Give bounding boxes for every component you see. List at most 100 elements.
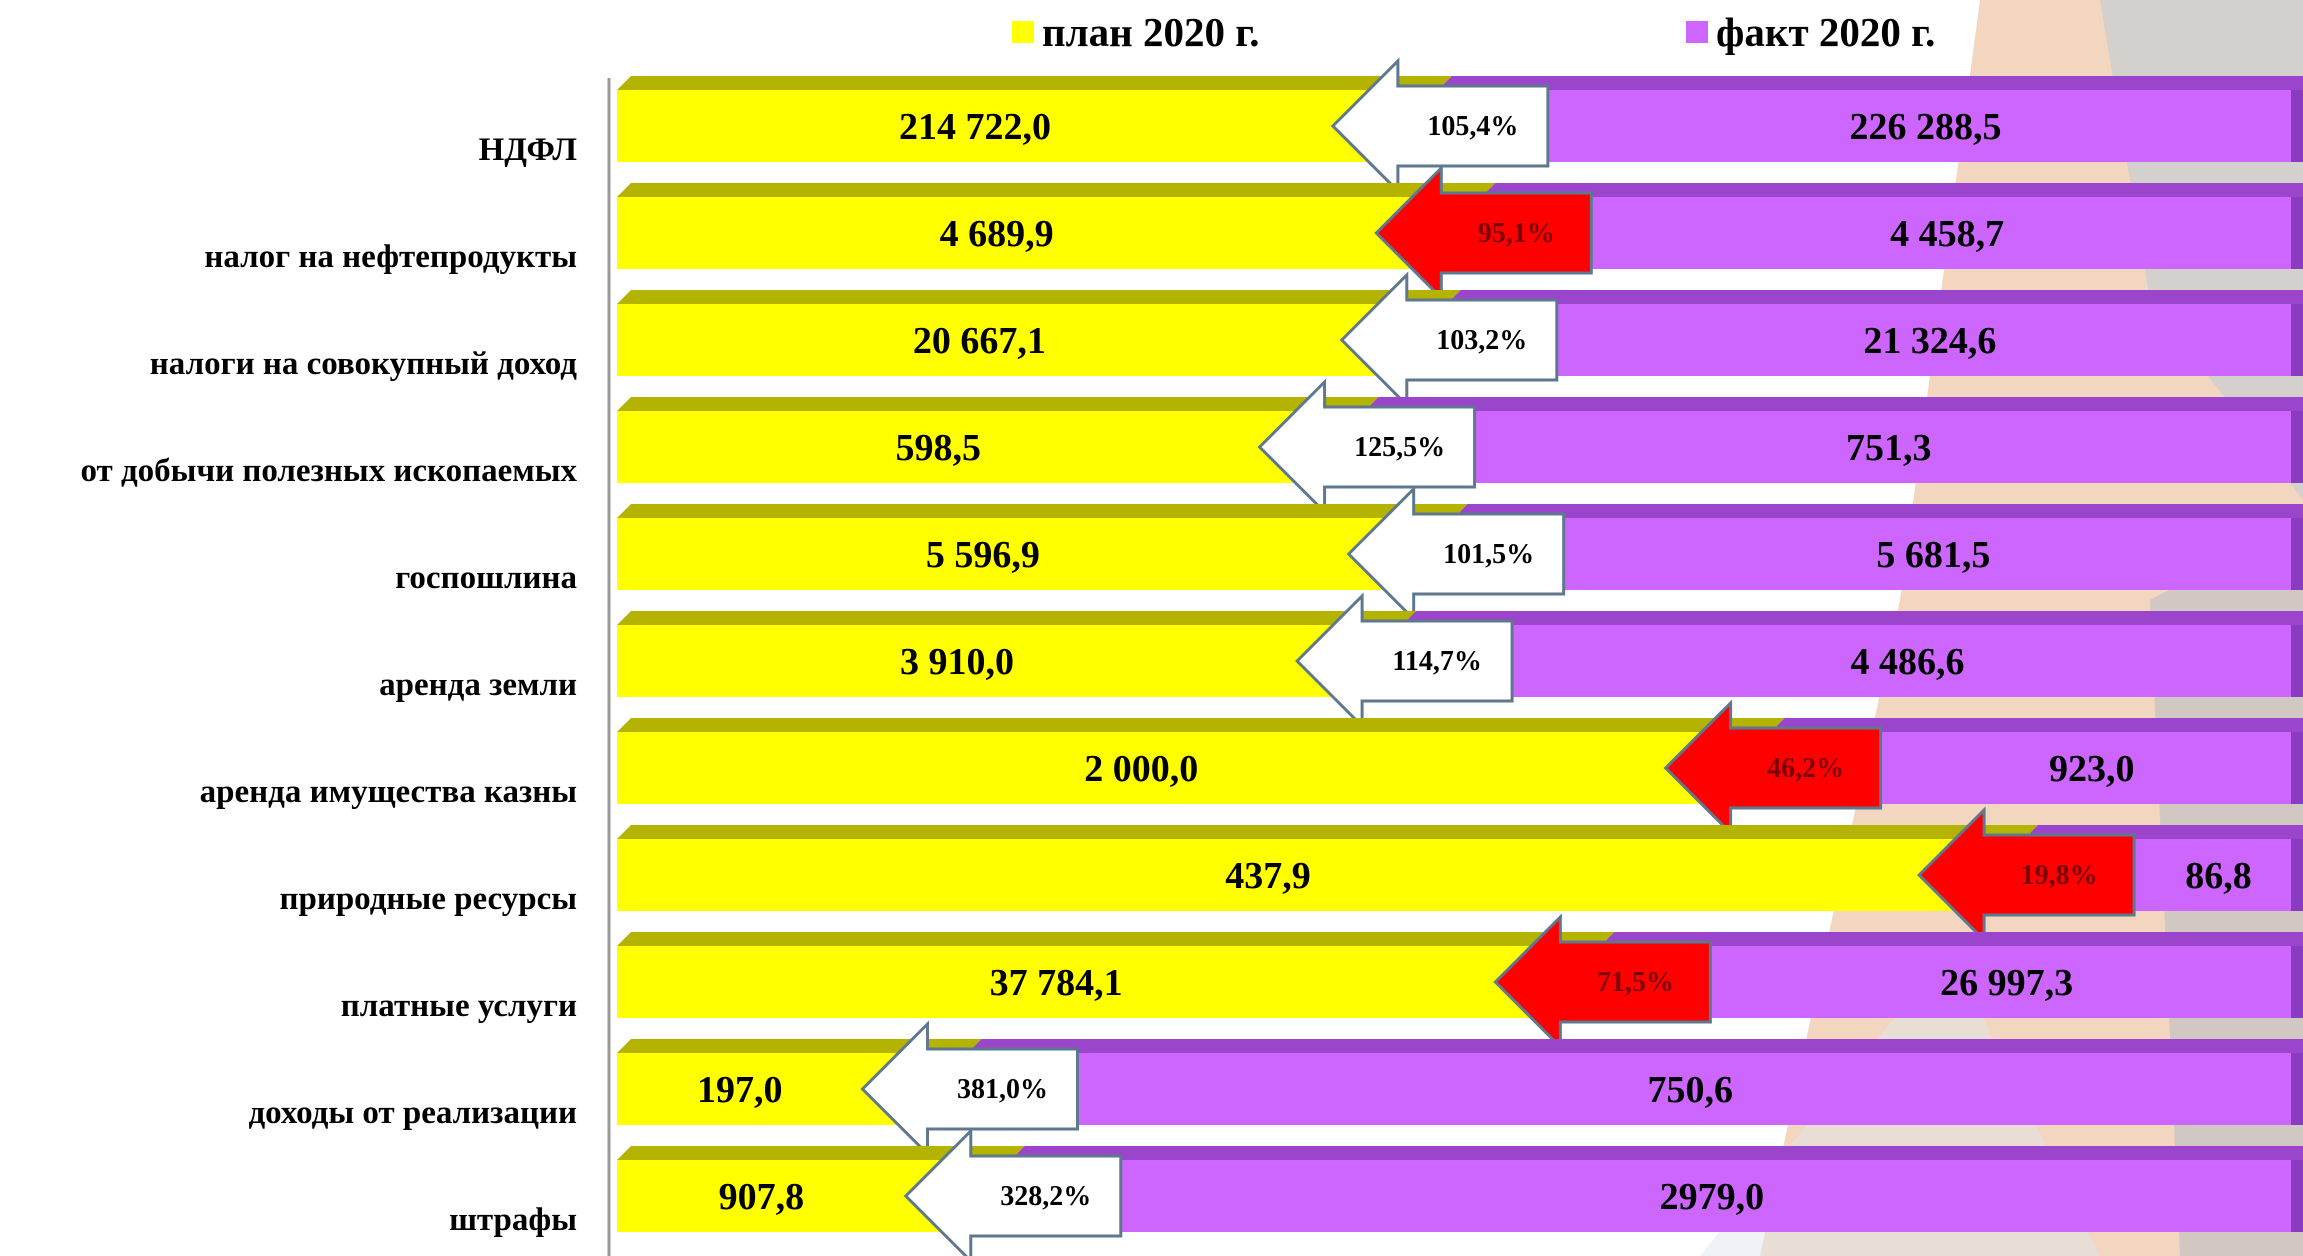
bar-plan bbox=[617, 90, 1438, 162]
fact-value-label: 923,0 bbox=[2049, 748, 2135, 790]
bar-plan bbox=[617, 518, 1454, 590]
bar-plan-top-face bbox=[617, 290, 1461, 304]
percent-label: 381,0% bbox=[957, 1074, 1048, 1105]
bar-fact-top-face bbox=[1453, 504, 2303, 518]
bar-plan bbox=[617, 411, 1365, 483]
bar-fact-side-face bbox=[2291, 1160, 2303, 1232]
bar-plan bbox=[617, 839, 2025, 911]
fact-value-label: 21 324,6 bbox=[1863, 320, 1996, 362]
percent-label: 328,2% bbox=[1000, 1181, 1091, 1212]
plan-value-label: 37 784,1 bbox=[990, 962, 1123, 1004]
percent-label: 125,5% bbox=[1354, 432, 1445, 463]
bar-plan-top-face bbox=[617, 397, 1379, 411]
bar-plan bbox=[617, 732, 1771, 804]
fact-value-label: 4 458,7 bbox=[1890, 213, 2004, 255]
bar-fact bbox=[1453, 518, 2303, 590]
plan-value-label: 214 722,0 bbox=[899, 106, 1051, 148]
bar-fact-side-face bbox=[2291, 197, 2303, 269]
percent-label: 71,5% bbox=[1597, 967, 1674, 998]
bar-fact bbox=[1010, 1160, 2303, 1232]
legend-swatch-fact bbox=[1686, 21, 1708, 43]
category-label: аренда земли bbox=[379, 667, 577, 703]
bar-plan bbox=[617, 625, 1403, 697]
category-label: налог на нефтепродукты bbox=[204, 239, 577, 275]
bar-plan-top-face bbox=[617, 718, 1785, 732]
category-label: аренда имущества казны bbox=[200, 774, 577, 810]
bar-fact-side-face bbox=[2291, 304, 2303, 376]
plan-value-label: 437,9 bbox=[1225, 855, 1311, 897]
plan-value-label: 3 910,0 bbox=[900, 641, 1014, 683]
bar-fact-side-face bbox=[2291, 90, 2303, 162]
category-label: от добычи полезных ископаемых bbox=[80, 453, 577, 489]
bar-plan-top-face bbox=[617, 825, 2039, 839]
percent-label: 46,2% bbox=[1767, 753, 1844, 784]
bar-fact-side-face bbox=[2291, 518, 2303, 590]
percent-label: 19,8% bbox=[2021, 860, 2098, 891]
percent-label: 105,4% bbox=[1427, 111, 1518, 142]
bar-fact-side-face bbox=[2291, 946, 2303, 1018]
plan-value-label: 4 689,9 bbox=[940, 213, 1054, 255]
legend-swatch-plan bbox=[1012, 21, 1034, 43]
fact-value-label: 750,6 bbox=[1648, 1069, 1734, 1111]
fact-value-label: 226 288,5 bbox=[1849, 106, 2001, 148]
bar-plan bbox=[617, 197, 1482, 269]
percent-label: 114,7% bbox=[1392, 646, 1481, 677]
bar-plan-top-face bbox=[617, 183, 1496, 197]
bar-fact-side-face bbox=[2291, 625, 2303, 697]
plan-value-label: 5 596,9 bbox=[926, 534, 1040, 576]
bar-fact-top-face bbox=[1600, 932, 2303, 946]
fact-value-label: 86,8 bbox=[2185, 855, 2252, 897]
category-label: платные услуги bbox=[341, 988, 577, 1024]
bar-fact-top-face bbox=[1364, 397, 2303, 411]
percent-label: 101,5% bbox=[1443, 539, 1534, 570]
bar-plan-top-face bbox=[617, 504, 1468, 518]
plan-value-label: 20 667,1 bbox=[913, 320, 1046, 362]
bar-fact-top-face bbox=[1770, 718, 2303, 732]
bar-fact bbox=[1600, 946, 2303, 1018]
bar-fact bbox=[967, 1053, 2303, 1125]
bar-fact-top-face bbox=[1481, 183, 2303, 197]
bar-plan bbox=[617, 304, 1447, 376]
fact-value-label: 751,3 bbox=[1846, 427, 1932, 469]
fact-value-label: 26 997,3 bbox=[1940, 962, 2073, 1004]
legend-label-plan: план 2020 г. bbox=[1042, 9, 1260, 55]
bar-fact bbox=[1402, 625, 2303, 697]
percent-label: 103,2% bbox=[1436, 325, 1527, 356]
bar-plan-top-face bbox=[617, 1039, 982, 1053]
percent-arrow bbox=[903, 1127, 1123, 1256]
category-label: налоги на совокупный доход bbox=[150, 346, 578, 382]
bar-fact bbox=[1437, 90, 2303, 162]
plan-value-label: 2 000,0 bbox=[1084, 748, 1198, 790]
category-label: НДФЛ bbox=[479, 132, 578, 168]
bar-fact-side-face bbox=[2291, 1053, 2303, 1125]
bar-plan-top-face bbox=[617, 1146, 1025, 1160]
bar-fact bbox=[1364, 411, 2303, 483]
percent-label: 95,1% bbox=[1478, 218, 1555, 249]
bar-fact-top-face bbox=[967, 1039, 2303, 1053]
legend-item-plan: план 2020 г. bbox=[1012, 8, 1260, 56]
legend-item-fact: факт 2020 г. bbox=[1686, 8, 1935, 56]
bar-fact-top-face bbox=[1402, 611, 2303, 625]
fact-value-label: 2979,0 bbox=[1660, 1176, 1765, 1218]
fact-value-label: 4 486,6 bbox=[1851, 641, 1965, 683]
bar-fact bbox=[1446, 304, 2303, 376]
bar-plan-top-face bbox=[617, 76, 1452, 90]
category-label: госпошлина bbox=[395, 560, 577, 596]
category-label: природные ресурсы bbox=[279, 881, 577, 917]
bar-fact bbox=[1481, 197, 2303, 269]
category-label: доходы от реализации bbox=[248, 1095, 577, 1131]
bar-fact-top-face bbox=[1446, 290, 2303, 304]
bar-fact-side-face bbox=[2291, 411, 2303, 483]
plan-value-label: 907,8 bbox=[719, 1176, 805, 1218]
plan-value-label: 598,5 bbox=[896, 427, 982, 469]
bar-plan-top-face bbox=[617, 611, 1417, 625]
bar-fact-top-face bbox=[1010, 1146, 2303, 1160]
category-label: штрафы bbox=[449, 1202, 577, 1238]
bar-fact-side-face bbox=[2291, 839, 2303, 911]
legend-label-fact: факт 2020 г. bbox=[1716, 9, 1936, 55]
bar-plan-top-face bbox=[617, 932, 1615, 946]
plan-value-label: 197,0 bbox=[697, 1069, 783, 1111]
fact-value-label: 5 681,5 bbox=[1876, 534, 1990, 576]
bar-plan bbox=[617, 946, 1601, 1018]
